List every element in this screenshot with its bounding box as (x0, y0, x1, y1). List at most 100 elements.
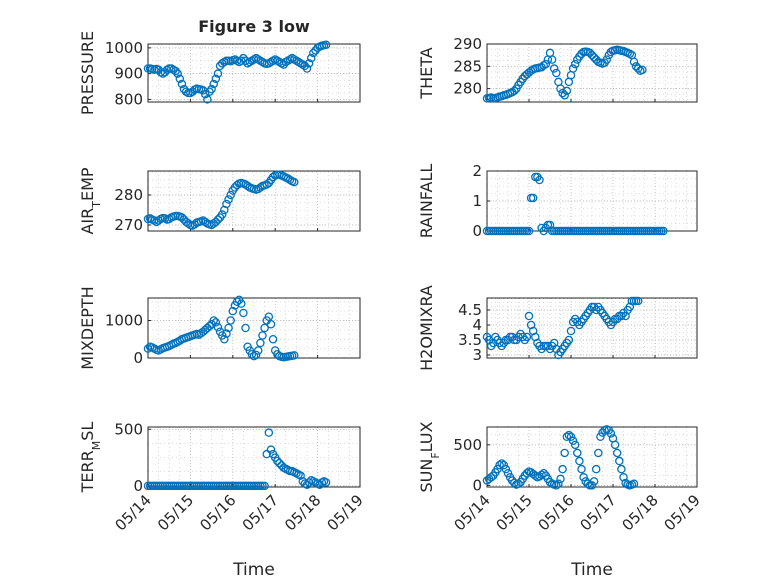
y-tick-label: 0 (472, 222, 482, 240)
figure-title: Figure 3 low (198, 17, 310, 36)
data-point (241, 323, 250, 333)
data-point (566, 326, 576, 336)
data-point (617, 464, 626, 474)
data-point (606, 429, 616, 438)
axes-box (486, 297, 698, 359)
y-tick-label: 500 (453, 436, 482, 454)
y-tick-label: 3 (472, 346, 482, 364)
y-tick-label: 280 (453, 80, 482, 98)
data-point (503, 468, 513, 478)
data-point (558, 464, 567, 474)
data-point (633, 296, 643, 306)
data-point (232, 297, 242, 306)
data-point (560, 91, 569, 100)
axes-box (147, 170, 361, 232)
data-point (211, 318, 221, 327)
data-point (296, 471, 305, 480)
data-point (224, 323, 233, 333)
data-point (200, 90, 210, 99)
data-point (585, 48, 595, 58)
data-point (304, 478, 314, 487)
data-point (570, 440, 580, 450)
data-point (211, 217, 221, 227)
data-point (302, 480, 312, 489)
y-axis-label: SUNFLUX (417, 421, 442, 492)
data-point (539, 61, 548, 70)
data-point (510, 86, 519, 96)
y-tick-label: 1000 (105, 39, 143, 57)
data-point (209, 316, 218, 325)
data-point (612, 448, 622, 458)
data-point (209, 79, 218, 89)
y-tick-label: 900 (114, 65, 143, 83)
y-axis-label: PRESSURE (78, 31, 97, 115)
data-point (570, 59, 580, 69)
data-point (264, 312, 274, 321)
y-tick-label: 1 (472, 192, 482, 210)
data-point (562, 432, 572, 441)
data-point (213, 69, 223, 78)
axes-box (147, 43, 361, 103)
data-point (283, 174, 293, 183)
data-point (568, 436, 578, 446)
data-point (268, 334, 278, 344)
data-point (541, 59, 551, 69)
y-tick-label: 4.5 (458, 301, 482, 319)
data-point (177, 79, 187, 89)
data-point (220, 334, 229, 344)
data-point (514, 479, 523, 489)
data-point (633, 64, 643, 73)
data-point (535, 175, 544, 185)
y-axis-label: RAINFALL (417, 164, 436, 239)
data-point (300, 61, 310, 71)
data-point (556, 474, 565, 484)
data-point (184, 219, 193, 228)
data-point (217, 210, 227, 219)
y-tick-label: 1000 (105, 312, 143, 330)
y-tick-label: 290 (453, 35, 482, 53)
data-point (222, 199, 231, 209)
y-axis-label: AIRTEMP (78, 167, 103, 234)
data-point (499, 460, 509, 470)
data-point (577, 464, 586, 474)
data-point (549, 64, 559, 73)
data-point (321, 40, 331, 50)
x-axis-label: Time (232, 560, 275, 580)
data-point (237, 299, 246, 308)
y-axis-label: THETA (417, 47, 436, 99)
x-tick-label: 05/14 (451, 491, 494, 534)
data-point (241, 56, 250, 66)
subplot-theta: 280 285 290 THETA (417, 35, 698, 103)
data-point (256, 338, 265, 348)
x-tick-label: 05/15 (493, 491, 536, 534)
data-point (564, 430, 574, 440)
subplot-h2omixra: 33.544.5 H2OMIXRA (417, 285, 698, 371)
data-point (173, 69, 182, 78)
data-point (631, 62, 641, 71)
y-axis-label: H2OMIXRA (417, 285, 436, 371)
data-point (497, 459, 506, 468)
data-point (495, 460, 504, 470)
axes-box (147, 426, 361, 488)
data-point (528, 193, 538, 203)
x-tick-label: 05/19 (324, 491, 367, 534)
axes-box (486, 43, 698, 103)
data-point (302, 64, 312, 73)
data-point (562, 86, 572, 96)
x-tick-label: 05/16 (535, 491, 578, 534)
data-point (493, 464, 502, 474)
data-point (262, 180, 271, 189)
x-tick-label: 05/18 (619, 491, 662, 534)
data-point (251, 350, 261, 360)
data-point (531, 471, 540, 480)
subplot-rainfall: 0 1 2 RAINFALL (417, 162, 698, 240)
data-point (205, 321, 214, 331)
data-point (554, 479, 563, 489)
data-point (547, 55, 557, 64)
data-point (321, 478, 331, 487)
data-point (539, 468, 548, 478)
data-point (596, 432, 605, 441)
data-point (587, 50, 597, 60)
data-point (522, 332, 532, 342)
